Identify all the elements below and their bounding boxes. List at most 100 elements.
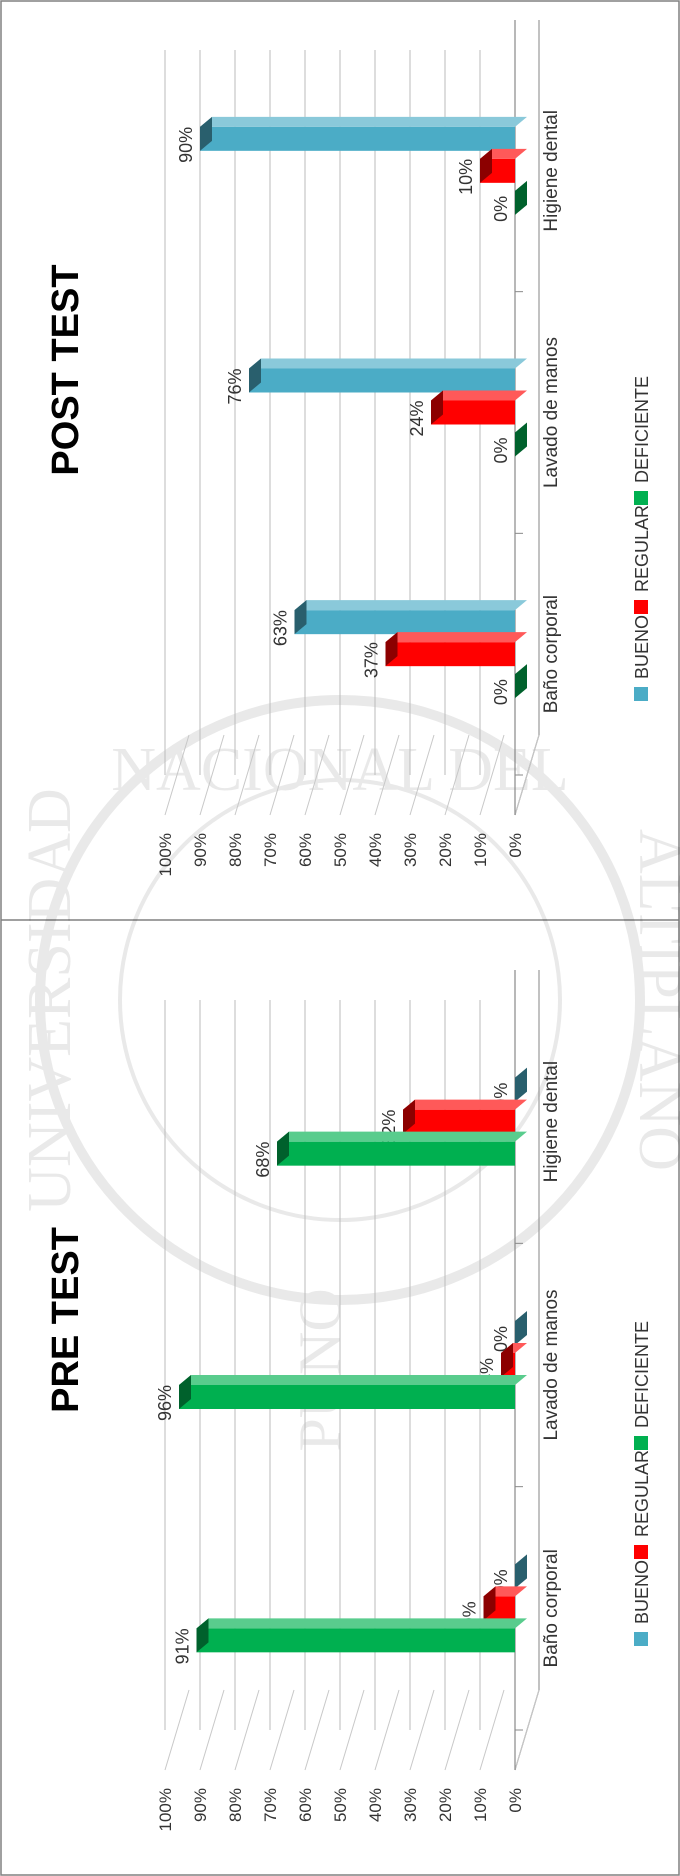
y-tick-label: 90% bbox=[191, 1788, 210, 1822]
y-tick-label: 70% bbox=[261, 1788, 280, 1822]
bar-front bbox=[431, 400, 515, 425]
gridline-depth bbox=[444, 734, 470, 816]
bar-top bbox=[515, 1311, 527, 1345]
watermark-text-seal: PUNO bbox=[287, 1288, 353, 1451]
y-tick-label: 60% bbox=[296, 833, 315, 867]
y-tick-label: 100% bbox=[156, 833, 175, 876]
bar-side bbox=[249, 358, 527, 369]
bar-deficiente bbox=[277, 1131, 527, 1166]
y-tick-label: 20% bbox=[436, 833, 455, 867]
category-label: Lavado de manos bbox=[541, 337, 562, 488]
bar-side bbox=[179, 1375, 527, 1385]
bar-side bbox=[403, 1099, 527, 1110]
bar-top bbox=[480, 148, 492, 183]
bar-side bbox=[431, 390, 527, 401]
gridline-depth bbox=[234, 734, 260, 816]
data-label: 10% bbox=[456, 159, 476, 195]
category-label: Lavado de manos bbox=[541, 1289, 562, 1440]
legend-label-regular: REGULAR bbox=[632, 1450, 652, 1537]
post-test-chart: 0% 10% 20% 30% 40% 50% 60% 70% 80% 90% 100% Baño co… bbox=[45, 20, 652, 876]
bar-top bbox=[179, 1375, 191, 1409]
bar-deficiente bbox=[515, 664, 527, 699]
data-label: 76% bbox=[225, 368, 245, 404]
bar-regular bbox=[403, 1099, 527, 1134]
gridline-depth bbox=[444, 1689, 470, 1771]
legend-label-bueno: BUENO bbox=[632, 615, 652, 679]
bar-deficiente bbox=[515, 180, 527, 215]
gridline-depth bbox=[304, 1689, 330, 1771]
bar-top bbox=[515, 1067, 527, 1102]
y-tick-label: 30% bbox=[401, 1788, 420, 1822]
bar-bueno bbox=[515, 1554, 527, 1589]
bar-top bbox=[515, 422, 527, 457]
legend-label-regular: REGULAR bbox=[632, 505, 652, 592]
bar-front bbox=[249, 368, 515, 393]
category-label: Higiene dental bbox=[541, 110, 562, 231]
bar-top bbox=[515, 180, 527, 215]
bar-deficiente bbox=[515, 422, 527, 457]
gridline-depth bbox=[409, 734, 435, 816]
bar-regular bbox=[483, 1586, 527, 1621]
y-tick-label: 80% bbox=[226, 1788, 245, 1822]
bar-front bbox=[200, 126, 515, 151]
bar-top bbox=[277, 1131, 289, 1166]
bar-bueno bbox=[515, 1067, 527, 1102]
bar-front bbox=[179, 1385, 515, 1409]
y-tick-label: 60% bbox=[296, 1788, 315, 1822]
watermark: UNIVERSIDAD ALTIPLANO NACIONAL DEL PUNO bbox=[16, 695, 680, 1452]
data-label: 37% bbox=[362, 642, 382, 678]
bar-side bbox=[196, 1618, 527, 1629]
y-tick-label: 30% bbox=[401, 833, 420, 867]
bar-regular bbox=[501, 1343, 527, 1377]
data-label: 24% bbox=[407, 400, 427, 436]
legend-label-bueno: BUENO bbox=[632, 1560, 652, 1624]
bar-top bbox=[501, 1343, 513, 1377]
data-label: 96% bbox=[155, 1385, 175, 1421]
gridline-depth bbox=[374, 734, 400, 816]
gridline-depth bbox=[269, 734, 295, 816]
gridline-depth bbox=[199, 734, 225, 816]
y-tick-label: 70% bbox=[261, 833, 280, 867]
gridline-depth bbox=[164, 734, 190, 816]
bar-side bbox=[294, 600, 527, 611]
bar-top bbox=[403, 1099, 415, 1134]
bar-top bbox=[483, 1586, 496, 1621]
bar-top bbox=[515, 1554, 527, 1589]
bar-top bbox=[431, 390, 443, 425]
legend-swatch-deficiente bbox=[634, 491, 648, 505]
legend-swatch-deficiente bbox=[634, 1436, 648, 1450]
gridline-depth bbox=[479, 734, 505, 816]
gridline-depth bbox=[339, 734, 365, 816]
legend-swatch-regular bbox=[634, 600, 648, 614]
gridline-depth bbox=[514, 1689, 540, 1771]
bar-bueno bbox=[249, 358, 527, 393]
legend-swatch-regular bbox=[634, 1545, 648, 1559]
bar-side bbox=[385, 632, 527, 643]
data-label: 90% bbox=[176, 127, 196, 163]
bar-bueno bbox=[294, 600, 527, 635]
y-tick-label: 0% bbox=[506, 1788, 525, 1813]
pre-test-title: PRE TEST bbox=[45, 1227, 87, 1413]
gridline-depth bbox=[269, 1689, 295, 1771]
y-tick-label: 40% bbox=[366, 833, 385, 867]
pre-test-chart: 0% 10% 20% 30% 40% 50% 60% 70% 80% 90% 100% Baño co… bbox=[45, 970, 652, 1831]
bar-bueno bbox=[515, 1311, 527, 1345]
y-tick-label: 50% bbox=[331, 1788, 350, 1822]
gridline-depth bbox=[304, 734, 330, 816]
gridline-depth bbox=[479, 1689, 505, 1771]
bar-regular bbox=[480, 148, 527, 183]
data-label: 0% bbox=[491, 437, 511, 463]
gridline-depth bbox=[514, 734, 540, 816]
watermark-text-left: UNIVERSIDAD bbox=[16, 788, 84, 1212]
data-label: 0% bbox=[491, 196, 511, 222]
gridline-depth bbox=[374, 1689, 400, 1771]
data-label: 63% bbox=[271, 610, 291, 646]
watermark-text-right: ALTIPLANO bbox=[626, 829, 680, 1171]
bar-deficiente bbox=[196, 1618, 527, 1653]
bar-bueno bbox=[200, 116, 527, 151]
gridline-depth bbox=[234, 1689, 260, 1771]
bar-top bbox=[196, 1618, 209, 1653]
gridline-depth bbox=[164, 1689, 190, 1771]
bar-top bbox=[200, 116, 212, 151]
